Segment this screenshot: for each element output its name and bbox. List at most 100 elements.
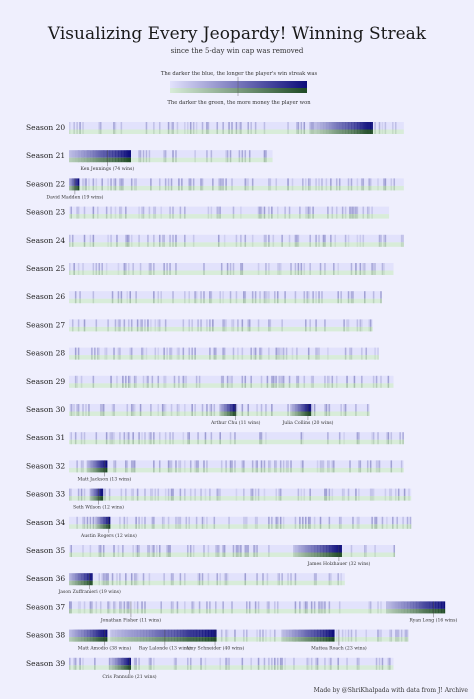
- game-cell: [251, 178, 254, 186]
- game-cell-winnings: [228, 665, 230, 670]
- game-cell: [279, 488, 282, 497]
- streak-cell-winnings: [98, 467, 101, 473]
- game-cell-winnings: [204, 496, 207, 501]
- game-cell-winnings: [296, 129, 298, 134]
- streak-cell-winnings: [206, 637, 208, 642]
- streak-cell: [70, 629, 72, 638]
- game-cell-winnings: [110, 383, 112, 388]
- game-cell-winnings: [102, 552, 105, 557]
- streak-cell: [138, 629, 140, 638]
- game-cell: [71, 404, 74, 412]
- game-cell-winnings: [203, 270, 205, 275]
- streak-bar-bg: [69, 178, 404, 186]
- game-cell: [315, 178, 317, 186]
- game-cell: [390, 460, 393, 468]
- streak-cell: [129, 657, 131, 666]
- game-cell: [377, 460, 379, 468]
- streak-cell-winnings: [108, 524, 111, 529]
- game-cell: [256, 460, 258, 468]
- game-cell-winnings: [309, 270, 311, 275]
- game-cell: [169, 234, 171, 243]
- streak-cell-winnings: [316, 552, 319, 557]
- game-cell: [182, 375, 185, 384]
- streak-cell: [200, 629, 202, 638]
- streak-cell-winnings: [324, 129, 326, 134]
- game-cell: [226, 150, 229, 158]
- streak-cell: [297, 629, 300, 638]
- game-cell: [241, 319, 244, 327]
- game-cell: [307, 291, 310, 299]
- streak-cell: [350, 122, 353, 130]
- game-cell-winnings: [371, 524, 373, 529]
- streak-cell: [95, 460, 98, 468]
- game-cell-winnings: [126, 298, 129, 304]
- streak-cell-winnings: [92, 467, 95, 473]
- annotation-label: Arthur Chu (11 wins): [210, 419, 261, 426]
- annotation-label: Mattea Roach (23 wins): [311, 645, 367, 652]
- game-cell-winnings: [238, 129, 241, 134]
- streak-cell: [89, 460, 92, 468]
- streak-cell: [315, 629, 317, 638]
- streak-cell: [95, 629, 98, 638]
- game-cell: [215, 545, 217, 553]
- streak-cell: [73, 629, 75, 638]
- game-cell-winnings: [369, 467, 372, 473]
- game-cell: [76, 404, 78, 412]
- game-cell-winnings: [82, 129, 84, 134]
- streak-cell: [306, 404, 308, 412]
- game-cell-winnings: [274, 298, 276, 304]
- game-cell: [269, 319, 272, 327]
- game-cell-winnings: [111, 439, 114, 445]
- game-cell: [312, 122, 314, 130]
- game-cell: [300, 432, 303, 440]
- game-cell-winnings: [80, 383, 83, 388]
- game-cell-winnings: [207, 129, 210, 134]
- game-cell-winnings: [406, 524, 409, 529]
- streak-cell-winnings: [119, 665, 121, 670]
- game-cell: [361, 347, 363, 356]
- streak-cell: [97, 150, 99, 158]
- game-cell-winnings: [257, 214, 260, 219]
- streak-cell: [80, 629, 83, 638]
- game-cell: [117, 291, 120, 299]
- game-cell: [69, 122, 71, 130]
- game-cell: [213, 404, 216, 412]
- game-cell-winnings: [327, 439, 329, 445]
- game-cell: [133, 375, 136, 384]
- streak-cell-winnings: [307, 411, 310, 416]
- streak-cell-winnings: [70, 185, 72, 191]
- game-cell: [113, 432, 115, 440]
- game-cell-winnings: [108, 608, 111, 614]
- game-cell: [176, 601, 179, 609]
- game-cell: [257, 263, 260, 271]
- game-cell: [268, 657, 270, 666]
- game-cell: [225, 319, 227, 327]
- streak-cell-winnings: [181, 637, 183, 642]
- game-cell-winnings: [328, 411, 331, 416]
- game-cell: [285, 347, 288, 356]
- winnings-bar-bg: [69, 185, 404, 191]
- game-cell-winnings: [133, 411, 136, 416]
- streak-cell: [212, 629, 214, 638]
- game-cell-winnings: [172, 157, 174, 163]
- game-cell: [243, 516, 245, 525]
- game-cell-winnings: [148, 157, 151, 163]
- game-cell-winnings: [268, 326, 270, 332]
- game-cell: [125, 206, 127, 215]
- game-cell: [189, 460, 192, 468]
- game-cell: [141, 319, 143, 327]
- streak-cell-winnings: [88, 467, 90, 473]
- streak-cell-winnings: [101, 496, 103, 501]
- game-cell-winnings: [274, 467, 276, 473]
- game-cell: [163, 150, 165, 158]
- game-cell-winnings: [294, 524, 297, 529]
- game-cell-winnings: [279, 467, 282, 473]
- game-cell: [269, 178, 272, 186]
- game-cell-winnings: [305, 326, 307, 332]
- game-cell-winnings: [251, 467, 254, 473]
- game-cell: [125, 573, 127, 581]
- streak-cell: [120, 657, 123, 666]
- game-cell-winnings: [346, 326, 348, 332]
- game-cell: [195, 291, 198, 299]
- streak-cell-winnings: [330, 129, 332, 134]
